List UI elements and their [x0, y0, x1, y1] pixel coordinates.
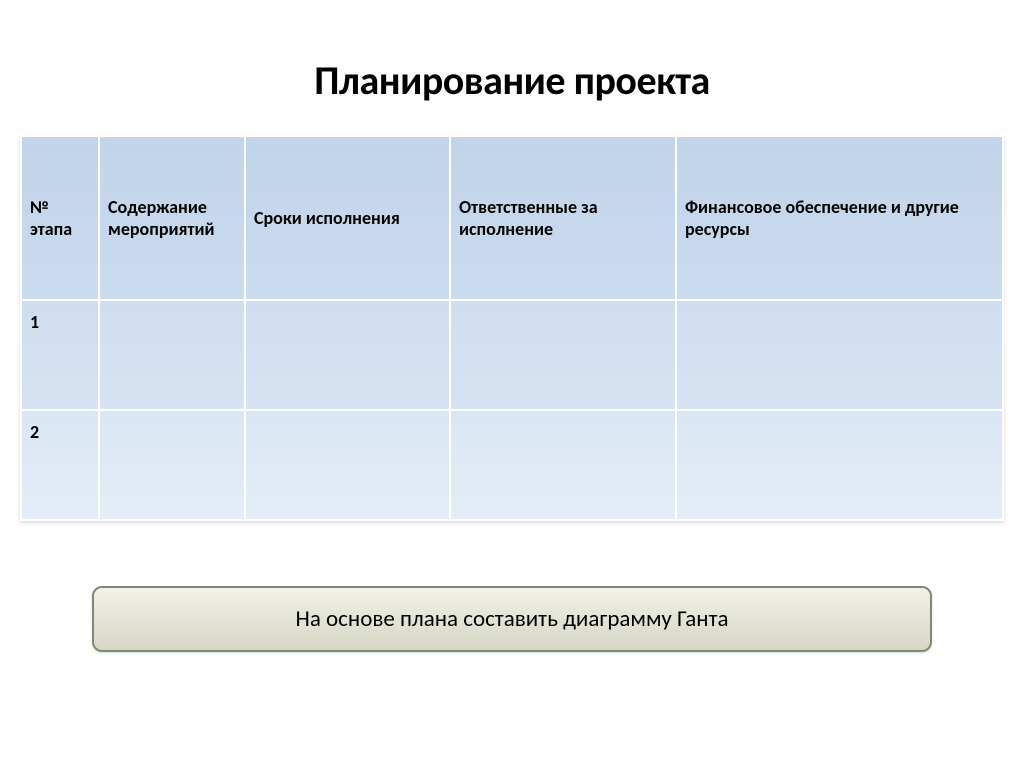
note-text: На основе плана составить диаграмму Гант… [296, 605, 729, 633]
cell-resources [676, 300, 1003, 410]
cell-responsible [450, 410, 676, 520]
cell-content [99, 300, 245, 410]
header-deadline: Сроки исполнения [245, 136, 450, 300]
table-row: 1 [21, 300, 1003, 410]
header-content: Содержание мероприятий [99, 136, 245, 300]
slide: Планирование проекта № этапа Содержание … [0, 0, 1024, 767]
cell-responsible [450, 300, 676, 410]
note-box: На основе плана составить диаграмму Гант… [92, 586, 932, 652]
header-resources: Финансовое обеспечение и другие ресурсы [676, 136, 1003, 300]
header-responsible: Ответственные за исполнение [450, 136, 676, 300]
cell-deadline [245, 410, 450, 520]
cell-resources [676, 410, 1003, 520]
cell-deadline [245, 300, 450, 410]
page-title: Планирование проекта [0, 0, 1024, 135]
planning-table-container: № этапа Содержание мероприятий Сроки исп… [20, 135, 1004, 521]
cell-content [99, 410, 245, 520]
cell-stage-num: 1 [21, 300, 99, 410]
table-row: 2 [21, 410, 1003, 520]
header-stage-num: № этапа [21, 136, 99, 300]
cell-stage-num: 2 [21, 410, 99, 520]
table-header-row: № этапа Содержание мероприятий Сроки исп… [21, 136, 1003, 300]
planning-table: № этапа Содержание мероприятий Сроки исп… [20, 135, 1004, 521]
